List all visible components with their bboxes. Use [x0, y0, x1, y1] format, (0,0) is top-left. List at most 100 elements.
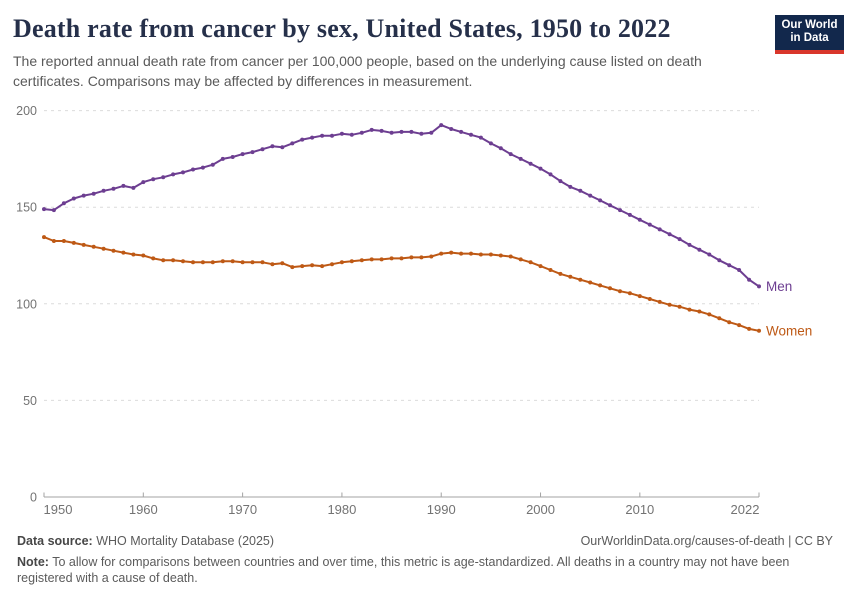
series-markers-men: [42, 123, 761, 289]
data-point: [42, 207, 46, 212]
data-point: [588, 193, 593, 198]
owid-attribution-link[interactable]: OurWorldinData.org/causes-of-death | CC …: [580, 534, 833, 548]
data-point: [191, 260, 195, 265]
data-point: [647, 222, 652, 227]
data-point: [647, 297, 652, 301]
data-point: [747, 326, 752, 331]
data-point: [598, 283, 603, 288]
data-point: [151, 177, 156, 182]
data-point: [369, 257, 374, 262]
x-tick-label: 2010: [625, 502, 654, 517]
data-point: [81, 242, 86, 247]
data-point: [737, 268, 742, 272]
x-tick-label: 1980: [327, 502, 356, 517]
data-point: [270, 262, 275, 267]
data-point: [310, 263, 315, 268]
data-point: [478, 135, 483, 140]
data-point: [141, 253, 146, 258]
data-point: [618, 289, 622, 294]
x-tick-label: 1990: [427, 502, 456, 517]
data-point: [667, 302, 672, 307]
data-point: [389, 256, 394, 261]
note-text: To allow for comparisons between countri…: [17, 555, 790, 585]
data-point: [230, 259, 235, 264]
y-tick-label: 50: [23, 394, 37, 408]
data-point: [290, 265, 295, 270]
data-point: [339, 131, 344, 136]
data-point: [240, 260, 245, 265]
data-point: [280, 261, 285, 266]
data-point: [677, 304, 682, 309]
data-point: [91, 191, 96, 196]
series-line-women: [43, 236, 760, 332]
data-point: [697, 309, 702, 314]
x-tick-label: 2022: [731, 502, 760, 517]
data-point: [508, 254, 513, 259]
data-point: [707, 312, 712, 317]
data-point: [379, 257, 384, 262]
series-line-men: [43, 124, 760, 288]
y-tick-label: 0: [30, 491, 37, 505]
data-point: [717, 258, 722, 263]
data-point: [717, 316, 722, 321]
y-tick-label: 150: [16, 201, 37, 215]
data-point: [757, 328, 761, 333]
data-point: [250, 260, 255, 265]
data-point: [349, 259, 354, 264]
data-point: [320, 264, 325, 269]
data-point: [320, 133, 325, 138]
chart-note: Note: To allow for comparisons between c…: [17, 555, 833, 586]
data-point: [727, 263, 732, 268]
data-point: [548, 268, 553, 272]
data-point: [121, 183, 126, 188]
data-point: [369, 127, 374, 132]
data-point: [538, 264, 543, 269]
data-point: [260, 260, 265, 265]
chart-footer: Data source: WHO Mortality Database (202…: [17, 534, 833, 548]
data-point: [578, 188, 583, 193]
series-label-women: Women: [766, 323, 812, 338]
data-point: [627, 212, 632, 217]
data-point: [210, 260, 215, 265]
data-point: [210, 162, 215, 167]
data-point: [71, 240, 76, 245]
data-point: [568, 184, 573, 189]
data-point: [459, 251, 464, 256]
data-point: [131, 185, 136, 190]
data-point: [727, 320, 732, 325]
owid-logo-line2: in Data: [790, 32, 829, 44]
data-source-value: WHO Mortality Database (2025): [92, 534, 275, 548]
data-source-label: Data source:: [17, 534, 93, 548]
owid-logo[interactable]: Our World in Data: [775, 15, 844, 54]
data-point: [578, 277, 583, 282]
data-point: [488, 141, 493, 146]
data-point: [349, 132, 354, 137]
x-tick-label: 1950: [44, 502, 73, 517]
data-point: [449, 127, 454, 131]
data-point: [737, 323, 742, 328]
data-point: [171, 172, 176, 177]
data-point: [508, 152, 513, 157]
data-point: [439, 251, 444, 256]
data-point: [359, 130, 364, 135]
data-point: [757, 284, 761, 289]
data-point: [131, 252, 136, 257]
data-point: [548, 172, 553, 177]
data-point: [200, 260, 205, 265]
x-tick-label: 2000: [526, 502, 555, 517]
data-point: [300, 137, 305, 142]
data-point: [250, 150, 255, 155]
series-label-men: Men: [766, 279, 792, 294]
data-point: [657, 299, 662, 304]
data-point: [270, 144, 275, 149]
x-tick-label: 1970: [228, 502, 257, 517]
data-point: [181, 259, 185, 264]
data-point: [747, 277, 752, 282]
data-point: [409, 255, 414, 260]
data-point: [191, 167, 195, 172]
data-point: [608, 203, 612, 208]
data-point: [498, 146, 503, 151]
data-point: [111, 248, 116, 253]
data-point: [379, 128, 384, 133]
data-point: [697, 247, 702, 252]
